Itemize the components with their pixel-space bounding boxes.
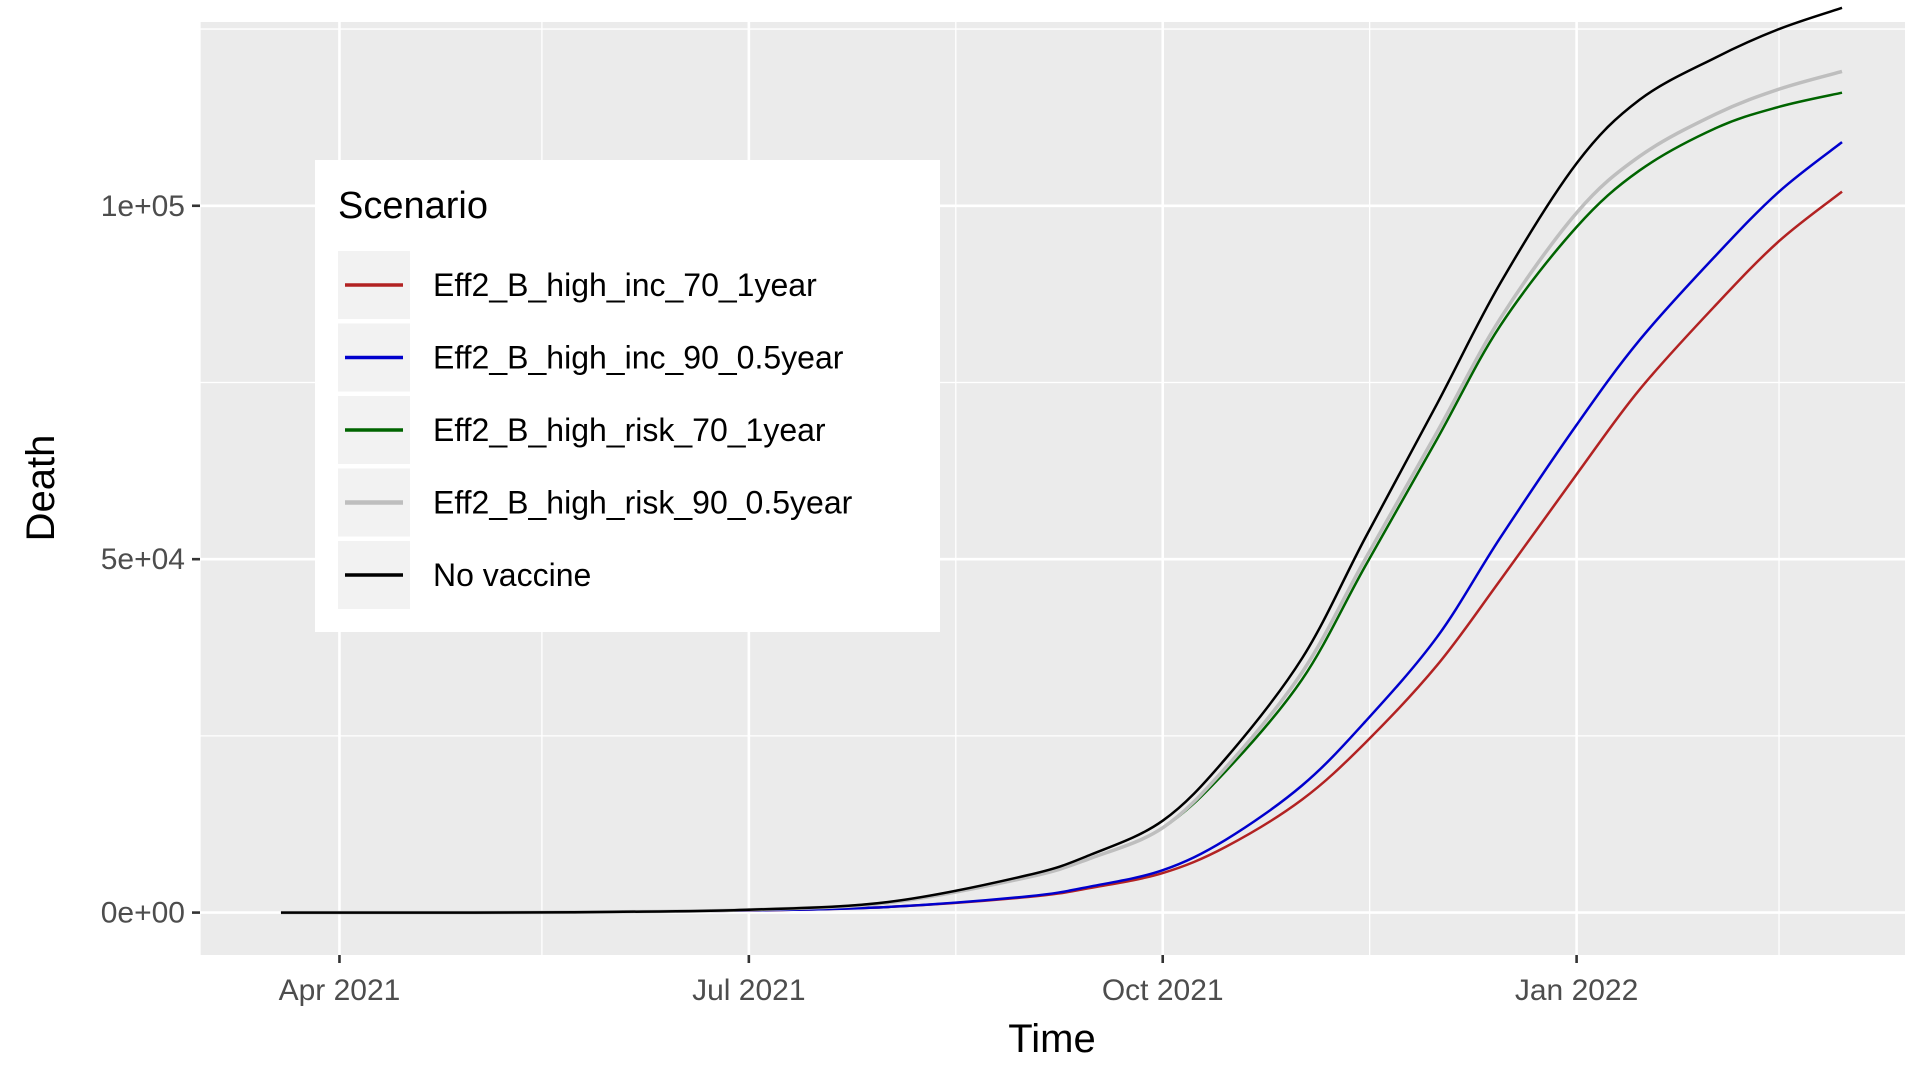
y-tick-label: 0e+00 — [101, 897, 185, 930]
x-tick-label: Oct 2021 — [1102, 974, 1224, 1007]
y-axis-title: Death — [19, 435, 63, 542]
series-line-5 — [280, 6, 1843, 914]
x-axis-title: Time — [1008, 1017, 1095, 1061]
legend-label: Eff2_B_high_inc_70_1year — [433, 267, 817, 303]
x-tick-label: Jul 2021 — [692, 974, 805, 1007]
x-tick-label: Jan 2022 — [1515, 974, 1638, 1007]
legend-label: Eff2_B_high_risk_90_0.5year — [433, 485, 853, 521]
legend-box — [315, 160, 940, 632]
legend-label: Eff2_B_high_risk_70_1year — [433, 412, 826, 448]
y-tick-label: 5e+04 — [101, 543, 185, 576]
minor-gridlines — [199, 22, 1905, 955]
legend-label: No vaccine — [433, 557, 591, 593]
x-axis: Apr 2021 Jul 2021 Oct 2021 Jan 2022 — [279, 955, 1638, 1007]
series-lines — [280, 6, 1843, 915]
x-tick-label: Apr 2021 — [279, 974, 401, 1007]
y-axis: 0e+00 5e+04 1e+05 — [101, 190, 200, 930]
legend-label: Eff2_B_high_inc_90_0.5year — [433, 340, 844, 376]
legend: Scenario Eff2_B_high_inc_70_1yearEff2_B_… — [315, 160, 940, 632]
legend-items: Eff2_B_high_inc_70_1year Eff2_B_high_inc_… — [338, 251, 853, 609]
y-tick-label: 1e+05 — [101, 190, 185, 223]
legend-title: Scenario — [338, 185, 488, 227]
